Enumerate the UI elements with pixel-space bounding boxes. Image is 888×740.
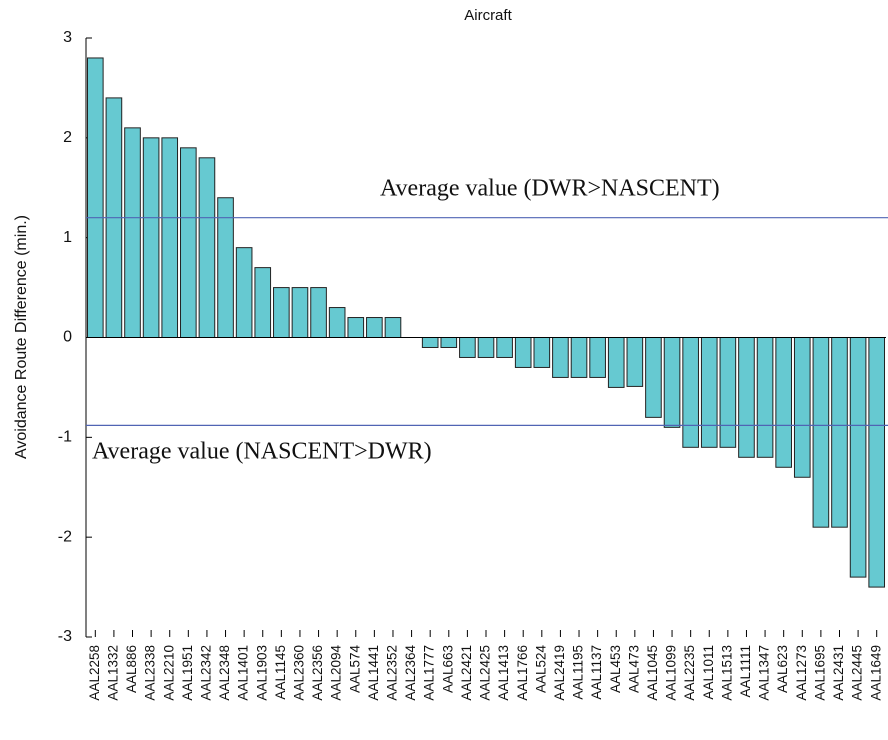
bar xyxy=(235,247,253,338)
x-tick-label: AAL1695 xyxy=(812,645,827,701)
x-tick-label: AAL1099 xyxy=(664,645,679,701)
y-tick-label: 1 xyxy=(63,229,72,246)
bar xyxy=(310,287,327,339)
bar xyxy=(607,337,625,388)
bar xyxy=(384,317,402,338)
bar xyxy=(626,337,644,387)
bar xyxy=(812,337,830,528)
bar xyxy=(366,317,383,338)
chart-title: Aircraft xyxy=(464,7,512,24)
y-tick-label: -1 xyxy=(58,429,72,446)
x-tick-label: AAL623 xyxy=(775,645,790,693)
bar xyxy=(756,337,774,458)
x-tick-label: AAL524 xyxy=(533,645,548,694)
bar xyxy=(570,337,588,378)
x-tick-label: AAL574 xyxy=(347,645,362,694)
x-tick-label: AAL2348 xyxy=(217,645,232,701)
x-tick-label: AAL2338 xyxy=(143,645,158,701)
y-tick-label: -3 xyxy=(58,628,72,645)
x-tick-label: AAL2094 xyxy=(329,645,344,701)
bar xyxy=(217,197,234,338)
x-tick-label: AAL886 xyxy=(124,645,139,693)
x-tick-label: AAL2258 xyxy=(87,645,102,701)
bar xyxy=(254,267,272,338)
bar xyxy=(328,307,346,338)
annotation: Average value (NASCENT>DWR) xyxy=(92,439,432,465)
x-tick-label: AAL1777 xyxy=(422,645,437,701)
x-tick-label: AAL2210 xyxy=(161,645,176,701)
bar xyxy=(347,317,365,338)
bar xyxy=(552,337,569,378)
bar xyxy=(589,337,606,378)
y-axis-label: Avoidance Route Difference (min.) xyxy=(13,215,30,459)
x-tick-label: AAL2364 xyxy=(403,645,418,701)
bar xyxy=(868,337,886,588)
x-tick-label: AAL1045 xyxy=(645,645,660,701)
x-tick-label: AAL453 xyxy=(608,645,623,693)
annotation: Average value (DWR>NASCENT) xyxy=(380,176,720,202)
y-tick-label: -2 xyxy=(58,528,72,545)
x-tick-label: AAL663 xyxy=(440,645,455,693)
x-tick-label: AAL1401 xyxy=(236,645,251,701)
bar xyxy=(831,337,848,528)
x-tick-label: AAL2342 xyxy=(198,645,213,701)
x-tick-label: AAL2431 xyxy=(831,645,846,701)
x-tick-label: AAL1347 xyxy=(757,645,772,701)
x-tick-label: AAL2445 xyxy=(850,645,865,701)
x-tick-label: AAL1649 xyxy=(868,645,883,701)
x-tick-label: AAL1137 xyxy=(589,645,604,700)
x-tick-label: AAL1766 xyxy=(515,645,530,701)
bar xyxy=(161,137,179,338)
bar xyxy=(645,337,662,418)
bar xyxy=(477,337,495,358)
bar xyxy=(440,337,458,348)
x-tick-label: AAL1951 xyxy=(180,645,195,701)
bar xyxy=(198,157,216,338)
x-tick-label: AAL2360 xyxy=(292,645,307,701)
bar xyxy=(663,337,681,428)
bar xyxy=(496,337,513,358)
bar xyxy=(849,337,867,578)
y-tick-label: 0 xyxy=(63,329,72,346)
bar xyxy=(142,137,160,338)
x-tick-label: AAL1111 xyxy=(738,645,753,698)
y-tick-label: 3 xyxy=(63,29,72,46)
x-tick-label: AAL1413 xyxy=(496,645,511,701)
x-tick-label: AAL1332 xyxy=(105,645,120,701)
bar xyxy=(421,337,439,348)
x-tick-label: AAL1273 xyxy=(794,645,809,701)
x-tick-label: AAL2419 xyxy=(552,645,567,701)
x-tick-label: AAL1513 xyxy=(719,645,734,701)
x-tick-label: AAL473 xyxy=(626,645,641,693)
x-tick-label: AAL2425 xyxy=(478,645,493,701)
bar xyxy=(291,287,309,339)
bar xyxy=(738,337,755,458)
x-tick-label: AAL1903 xyxy=(254,645,269,701)
bar xyxy=(793,337,811,478)
x-tick-label: AAL2421 xyxy=(459,645,474,701)
bar xyxy=(533,337,551,368)
x-tick-label: AAL1011 xyxy=(701,645,716,700)
x-tick-label: AAL2352 xyxy=(385,645,400,701)
bar xyxy=(459,337,476,358)
bar xyxy=(124,127,141,338)
x-tick-label: AAL1441 xyxy=(366,645,381,701)
bar xyxy=(180,147,197,338)
bar xyxy=(700,337,718,448)
bar xyxy=(273,287,290,339)
y-tick-label: 2 xyxy=(63,129,72,146)
bar xyxy=(514,337,532,368)
x-tick-label: AAL1145 xyxy=(273,645,288,700)
bar xyxy=(775,337,792,468)
x-tick-label: AAL1195 xyxy=(571,645,586,700)
bar xyxy=(719,337,737,448)
bar xyxy=(86,57,104,338)
x-tick-label: AAL2235 xyxy=(682,645,697,701)
x-tick-label: AAL2356 xyxy=(310,645,325,701)
bar xyxy=(682,337,699,448)
